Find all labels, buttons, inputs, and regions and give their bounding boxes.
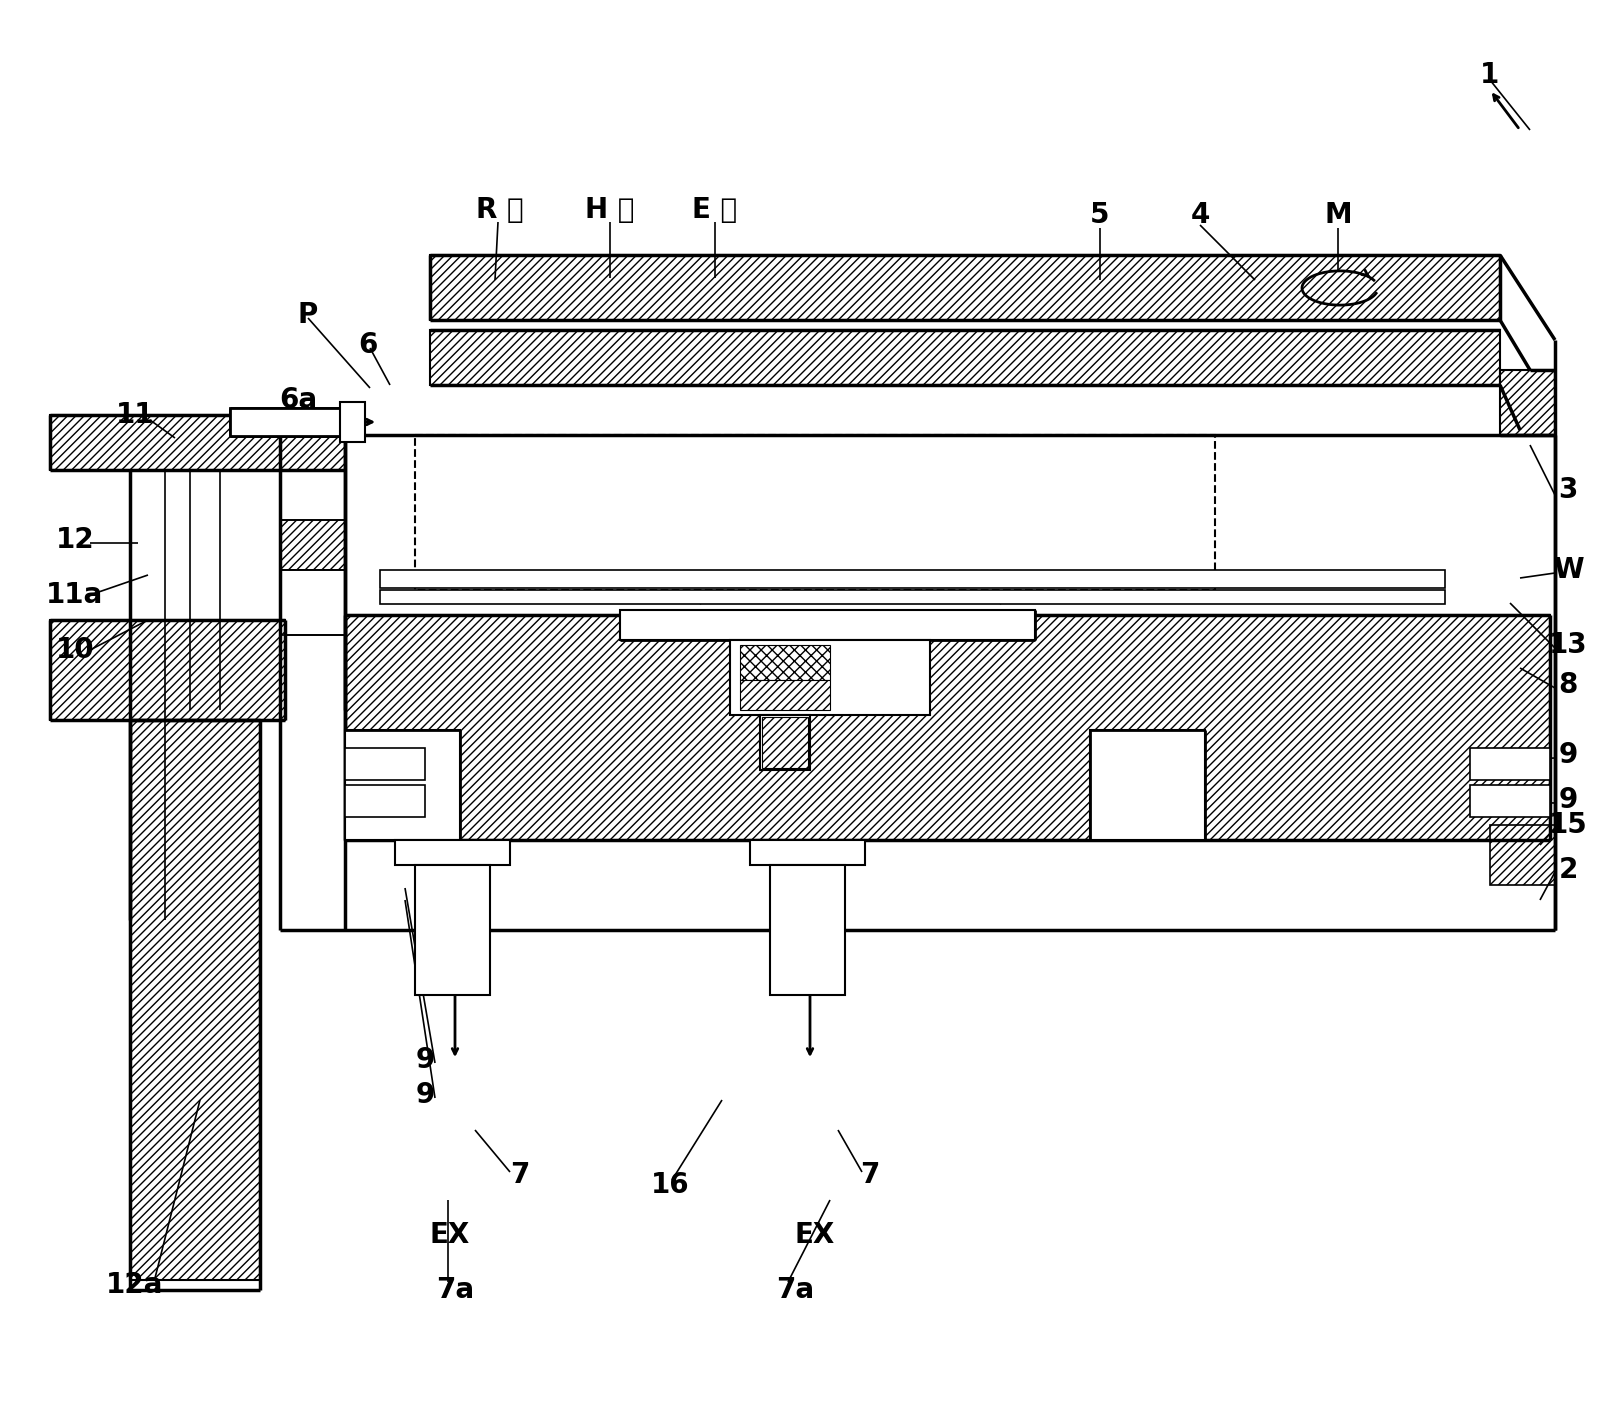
Bar <box>761 717 808 767</box>
Text: 7: 7 <box>860 1162 880 1188</box>
Bar <box>344 615 1548 840</box>
Text: 6: 6 <box>359 331 378 359</box>
Text: 7a: 7a <box>435 1275 474 1303</box>
Text: 15: 15 <box>1548 811 1586 839</box>
Text: 9: 9 <box>1558 786 1576 814</box>
Bar <box>230 408 344 436</box>
Text: 5: 5 <box>1089 201 1109 229</box>
Text: 11: 11 <box>115 401 154 429</box>
Bar <box>380 570 1444 588</box>
Text: EX: EX <box>794 1221 834 1249</box>
Text: 9: 9 <box>415 1047 435 1075</box>
Text: P: P <box>297 302 318 328</box>
Text: 4: 4 <box>1190 201 1209 229</box>
Text: 9: 9 <box>415 1080 435 1108</box>
Text: EX: EX <box>430 1221 469 1249</box>
Bar <box>394 840 510 866</box>
Bar <box>50 620 284 720</box>
Bar <box>769 866 844 995</box>
Text: 16: 16 <box>651 1172 688 1200</box>
Bar <box>415 435 1214 591</box>
Text: 8: 8 <box>1558 671 1576 699</box>
Text: R 面: R 面 <box>476 196 524 224</box>
Bar <box>430 330 1500 384</box>
Bar <box>750 840 865 866</box>
Text: 10: 10 <box>55 636 94 664</box>
Bar <box>339 403 365 442</box>
Bar <box>279 570 344 636</box>
Text: 3: 3 <box>1558 476 1576 504</box>
Text: 6a: 6a <box>279 386 316 414</box>
Text: 11a: 11a <box>47 581 104 609</box>
Bar <box>130 720 260 1280</box>
Bar <box>1488 825 1555 885</box>
Text: 12a: 12a <box>105 1271 164 1299</box>
Bar <box>1500 370 1555 435</box>
Text: 7: 7 <box>510 1162 529 1188</box>
Bar <box>380 591 1444 605</box>
Bar <box>620 610 1034 640</box>
Text: 7a: 7a <box>776 1275 813 1303</box>
Text: 2: 2 <box>1558 856 1576 884</box>
Text: M: M <box>1323 201 1350 229</box>
Text: G: G <box>281 414 304 442</box>
Bar <box>415 866 490 995</box>
Text: 12: 12 <box>55 526 94 554</box>
Text: 1: 1 <box>1480 60 1498 88</box>
Bar <box>1469 786 1548 817</box>
Bar <box>430 255 1500 320</box>
Bar <box>344 786 425 817</box>
Bar <box>730 640 930 716</box>
Bar <box>344 748 425 780</box>
Bar <box>740 645 829 680</box>
Bar <box>1469 748 1548 780</box>
Bar <box>344 730 459 840</box>
Bar <box>279 521 344 570</box>
Bar <box>740 680 829 710</box>
Bar <box>1089 730 1204 840</box>
Bar <box>760 716 810 770</box>
Text: W: W <box>1552 556 1582 584</box>
Text: 9: 9 <box>1558 741 1576 769</box>
Bar <box>50 415 344 470</box>
Text: 13: 13 <box>1548 631 1586 659</box>
Text: H 面: H 面 <box>584 196 635 224</box>
Text: E 面: E 面 <box>691 196 737 224</box>
